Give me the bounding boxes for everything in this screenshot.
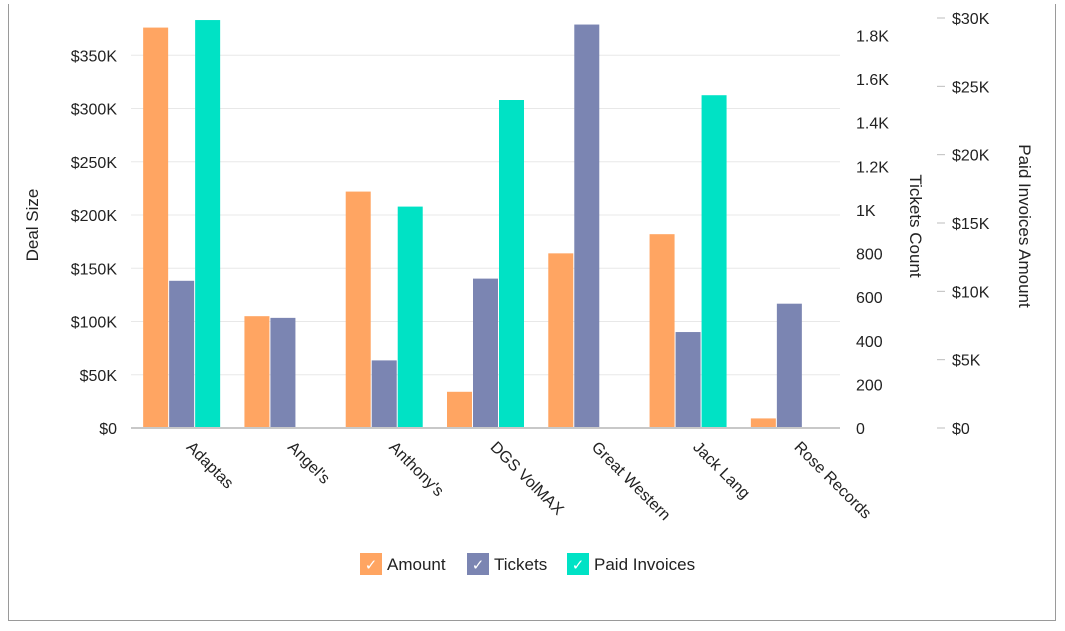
left-axis-title: Deal Size [23,189,42,262]
tickets-axis-tick-label: 1.2K [856,159,889,176]
bar-tickets[interactable] [270,317,296,428]
tickets-axis-tick-label: 800 [856,247,883,264]
bar-amount[interactable] [649,234,675,428]
category-label: DGS VolMAX [487,439,567,519]
bar-paid-invoices[interactable] [397,206,423,428]
category-label: Jack Lang [689,439,753,503]
tickets-axis-tick-label: 0 [856,421,865,438]
category-label: Angel's [284,439,333,488]
tickets-axis-tick-label: 200 [856,377,883,394]
tickets-axis-tick-label: 1K [856,203,876,220]
invoices-axis-tick-label: $25K [952,79,990,96]
left-axis-tick-label: $200K [71,208,118,225]
tickets-axis-tick-label: 1.6K [856,72,889,89]
bar-tickets[interactable] [169,280,195,428]
category-label: Anthony's [385,439,446,500]
checkmark-icon: ✓ [365,557,378,574]
bar-tickets[interactable] [776,303,802,428]
category-label: Rose Records [791,439,875,523]
legend-swatch-amount[interactable] [360,553,382,575]
bar-tickets[interactable] [371,360,397,428]
left-axis-tick-label: $0 [99,421,117,438]
left-axis-tick-label: $250K [71,155,118,172]
bar-paid-invoices[interactable] [499,100,524,428]
bar-amount[interactable] [750,418,776,428]
bar-paid-invoices[interactable] [701,95,727,428]
tickets-axis-title: Tickets Count [906,174,925,278]
bar-tickets[interactable] [675,332,701,428]
left-axis-tick-label: $100K [71,315,118,332]
invoices-axis-tick-label: $10K [952,284,990,301]
category-label: Great Western [588,439,673,524]
invoices-axis-tick-label: $5K [952,353,981,370]
invoices-axis-title: Paid Invoices Amount [1015,144,1034,308]
bar-paid-invoices[interactable] [195,20,221,429]
bar-tickets[interactable] [473,278,498,428]
checkmark-icon: ✓ [472,557,485,574]
tickets-axis-tick-label: 400 [856,334,883,351]
bar-amount[interactable] [143,27,169,429]
legend-swatch-paid-invoices[interactable] [567,553,589,575]
tickets-axis-tick-label: 1.4K [856,116,889,133]
bar-amount[interactable] [345,191,371,428]
left-axis-tick-label: $300K [71,102,118,119]
legend-label: Amount [387,555,446,574]
tickets-axis-tick-label: 1.8K [856,28,889,45]
legend-label: Paid Invoices [594,555,695,574]
bar-tickets[interactable] [574,24,600,429]
checkmark-icon: ✓ [572,557,585,574]
legend-swatch-tickets[interactable] [467,553,489,575]
bar-amount[interactable] [548,253,574,428]
category-label: Adaptas [183,439,237,493]
left-axis-tick-label: $150K [71,261,118,278]
left-axis-tick-label: $350K [71,48,118,65]
legend-label: Tickets [494,555,547,574]
tickets-axis-tick-label: 600 [856,290,883,307]
bar-amount[interactable] [447,391,472,428]
invoices-axis-tick-label: $20K [952,148,990,165]
invoices-axis-tick-label: $30K [952,11,990,28]
invoices-axis-tick-label: $0 [952,421,970,438]
bar-amount[interactable] [244,316,270,428]
left-axis-tick-label: $50K [80,368,118,385]
invoices-axis-tick-label: $15K [952,216,990,233]
